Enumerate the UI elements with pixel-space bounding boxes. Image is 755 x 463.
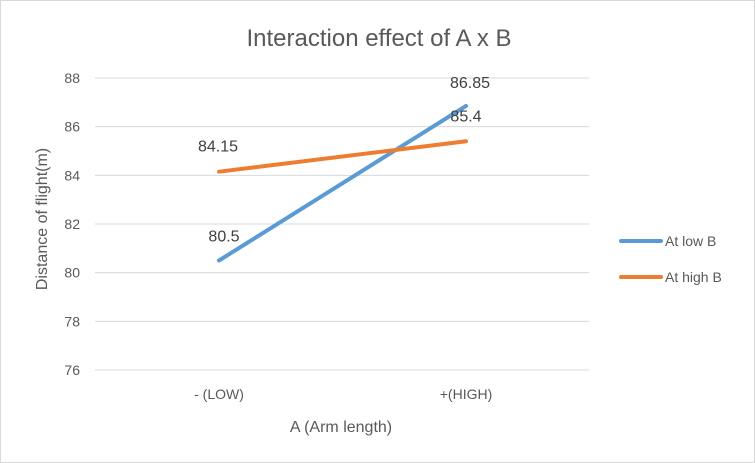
legend-label: At high B xyxy=(665,269,722,285)
gridlines xyxy=(95,77,589,371)
y-axis-title: Distance of flight(m) xyxy=(34,148,51,290)
y-tick-label: 80 xyxy=(64,265,80,281)
data-labels: 80.5 86.85 84.15 85.4 xyxy=(198,75,490,246)
data-label: 80.5 xyxy=(208,229,239,246)
legend-label: At low B xyxy=(665,233,716,249)
data-label: 85.4 xyxy=(450,108,481,125)
y-tick-label: 84 xyxy=(64,167,80,183)
y-tick-label: 86 xyxy=(64,119,80,135)
y-axis-ticks: 76 78 80 82 84 86 88 xyxy=(64,70,80,378)
legend: At low B At high B xyxy=(619,233,722,285)
y-tick-label: 88 xyxy=(64,70,80,86)
data-label: 86.85 xyxy=(450,75,490,92)
x-axis-ticks: - (LOW) +(HIGH) xyxy=(194,386,492,402)
series-lines xyxy=(217,103,468,263)
series-line xyxy=(217,139,468,174)
x-tick-label: - (LOW) xyxy=(194,386,244,402)
y-tick-label: 78 xyxy=(64,313,80,329)
x-tick-label: +(HIGH) xyxy=(440,386,493,402)
y-tick-label: 76 xyxy=(64,362,80,378)
y-tick-label: 82 xyxy=(64,216,80,232)
series-line xyxy=(217,103,468,263)
data-label: 84.15 xyxy=(198,139,238,156)
x-axis-title: A (Arm length) xyxy=(290,419,392,436)
chart-title: Interaction effect of A x B xyxy=(246,25,511,52)
